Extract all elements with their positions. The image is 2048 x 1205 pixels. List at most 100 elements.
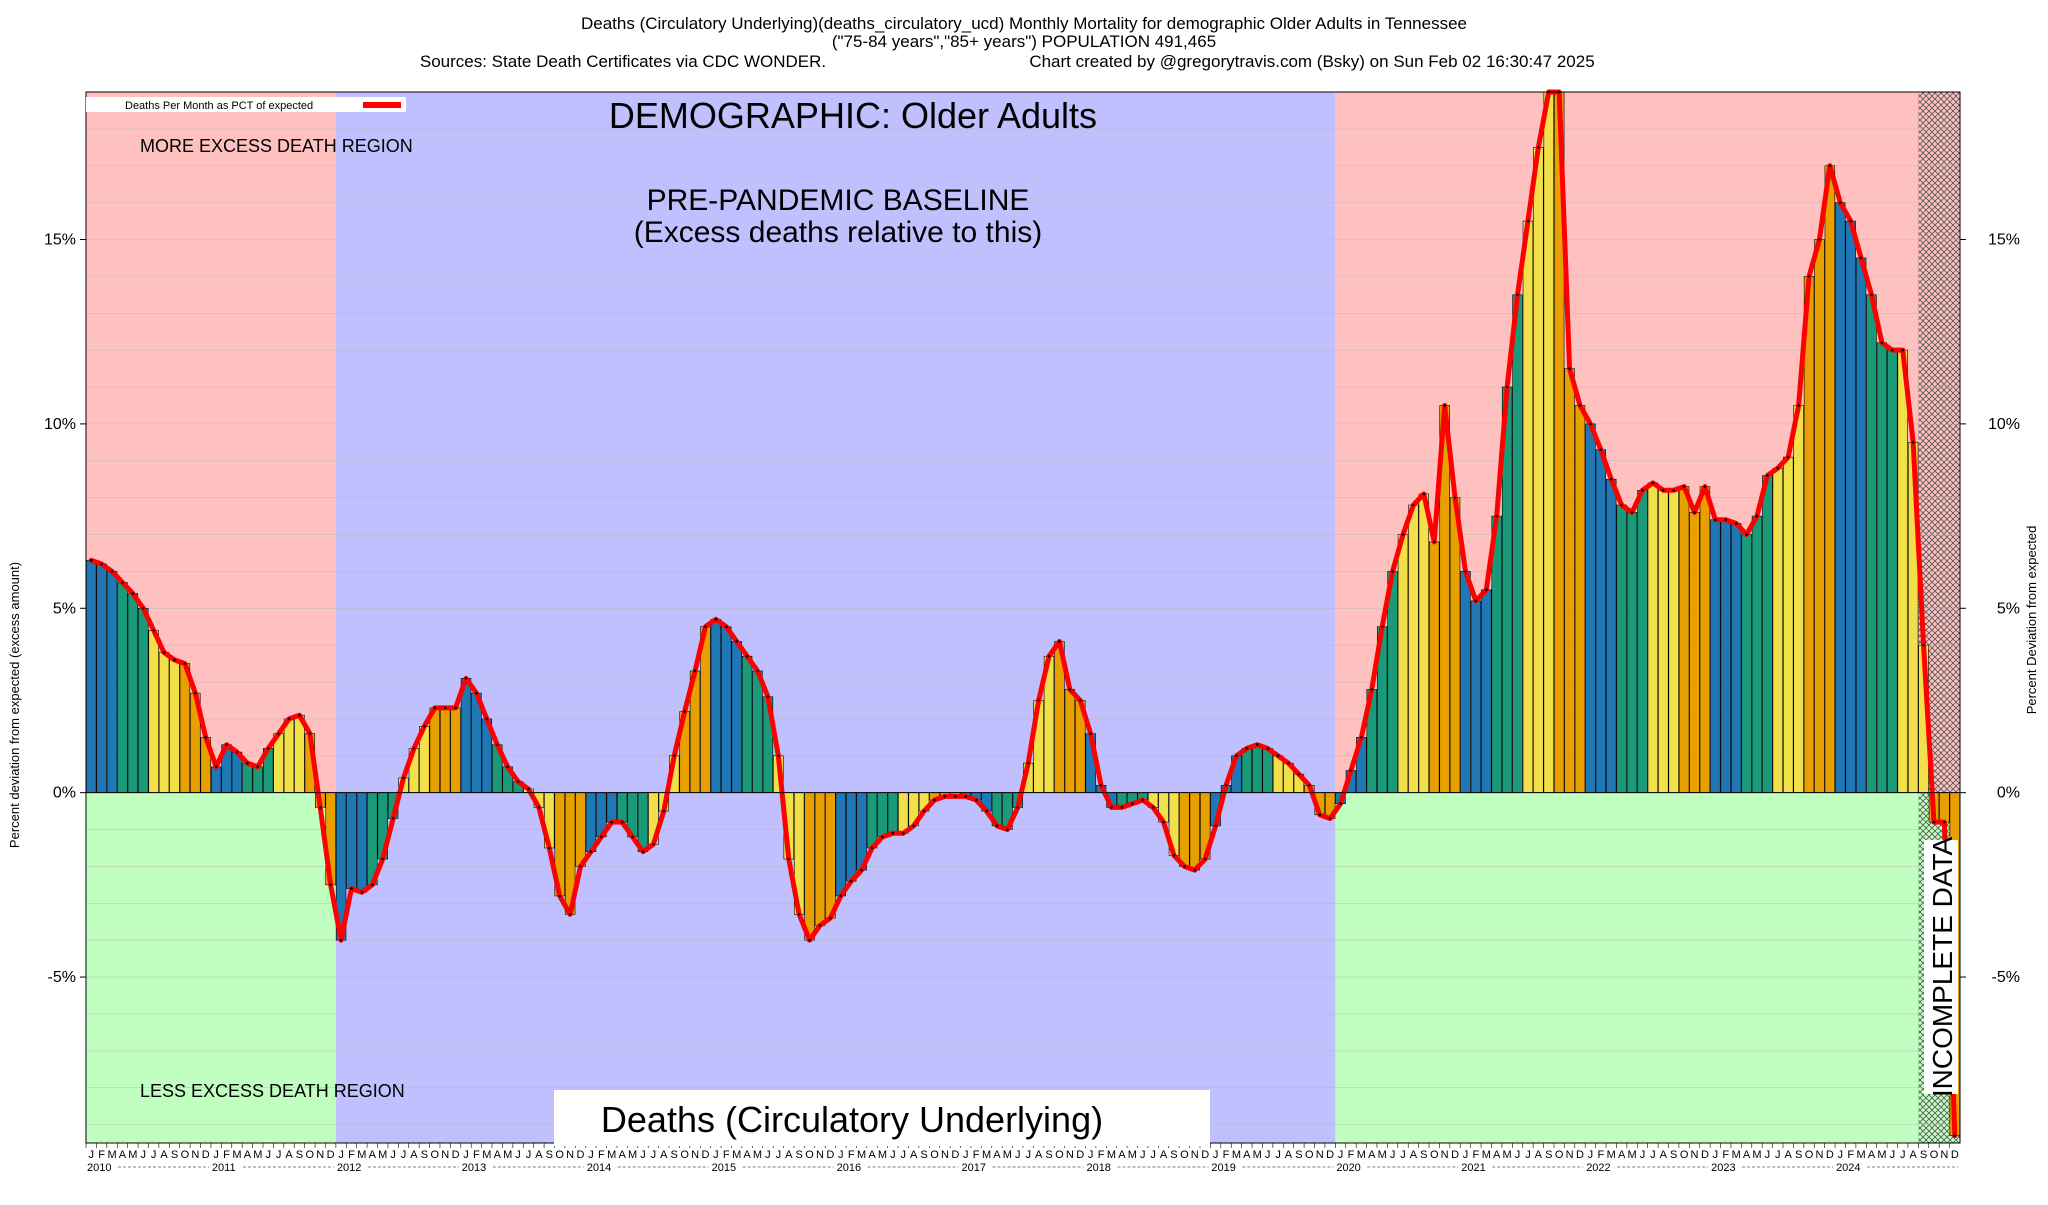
data-bar bbox=[96, 563, 107, 793]
data-point bbox=[173, 658, 176, 662]
data-point bbox=[995, 824, 999, 828]
x-month-label: S bbox=[296, 1149, 303, 1161]
data-point bbox=[495, 743, 499, 747]
x-month-label: J bbox=[1765, 1149, 1771, 1161]
data-point bbox=[943, 795, 947, 798]
more-excess-region-label: MORE EXCESS DEATH REGION bbox=[140, 136, 413, 156]
data-point bbox=[1172, 854, 1176, 857]
x-year-label: 2024 bbox=[1836, 1162, 1860, 1174]
x-month-label: M bbox=[1107, 1149, 1116, 1161]
data-point bbox=[1183, 865, 1186, 868]
data-bar bbox=[1876, 342, 1888, 793]
y-tick-label-right: -5% bbox=[1992, 969, 2020, 986]
data-point bbox=[1589, 422, 1592, 426]
x-month-label: M bbox=[1253, 1149, 1262, 1161]
data-bar bbox=[1783, 456, 1794, 793]
series-line bbox=[88, 89, 1958, 1139]
data-point bbox=[1526, 219, 1530, 223]
x-month-label: M bbox=[232, 1149, 241, 1161]
data-point bbox=[1484, 588, 1488, 592]
data-bar bbox=[721, 626, 732, 793]
data-bar bbox=[1772, 467, 1784, 793]
data-point bbox=[1953, 1134, 1957, 1137]
data-point bbox=[620, 820, 624, 824]
y-axis-label-left: Percent deviation from expected (excess … bbox=[7, 562, 22, 848]
data-point bbox=[1786, 455, 1790, 459]
data-point bbox=[225, 743, 228, 747]
data-point bbox=[1537, 146, 1540, 149]
data-point bbox=[808, 938, 811, 942]
x-month-label: J bbox=[1275, 1149, 1281, 1161]
data-point bbox=[1037, 699, 1040, 702]
x-month-label: A bbox=[160, 1149, 168, 1161]
x-month-label: J bbox=[1088, 1149, 1094, 1161]
less-excess-region-label: LESS EXCESS DEATH REGION bbox=[140, 1081, 405, 1101]
data-point bbox=[277, 732, 280, 735]
x-month-label: F bbox=[1473, 1149, 1480, 1161]
x-month-label: D bbox=[577, 1149, 585, 1161]
data-point bbox=[797, 913, 801, 916]
data-point bbox=[1443, 404, 1446, 407]
data-point bbox=[162, 651, 166, 654]
data-point bbox=[766, 695, 770, 699]
x-year-label: 2022 bbox=[1586, 1162, 1610, 1174]
y-tick-label-right: 5% bbox=[1997, 600, 2020, 617]
data-bar bbox=[606, 792, 617, 823]
data-bar bbox=[242, 762, 253, 793]
data-point bbox=[141, 606, 145, 610]
data-point bbox=[1797, 404, 1800, 407]
x-month-label: M bbox=[357, 1149, 366, 1161]
x-month-label: M bbox=[1752, 1149, 1761, 1161]
x-month-label: O bbox=[1555, 1149, 1564, 1161]
data-bar bbox=[1699, 486, 1711, 793]
data-point bbox=[1849, 219, 1852, 223]
x-month-label: D bbox=[452, 1149, 460, 1161]
data-point bbox=[1078, 699, 1082, 702]
y-tick-label-right: 10% bbox=[1988, 416, 2020, 433]
data-point bbox=[860, 868, 863, 872]
x-month-label: A bbox=[1285, 1149, 1293, 1161]
x-month-label: O bbox=[1055, 1149, 1064, 1161]
data-bar bbox=[1418, 493, 1430, 793]
data-bar bbox=[1835, 202, 1846, 793]
data-point bbox=[693, 669, 697, 673]
data-point bbox=[1412, 503, 1415, 507]
x-month-label: N bbox=[566, 1149, 574, 1161]
y-tick-label-right: 0% bbox=[1997, 785, 2020, 802]
data-point bbox=[1266, 747, 1269, 750]
x-month-label: D bbox=[1951, 1149, 1959, 1161]
chart-credit: Chart created by @gregorytravis.com (Bsk… bbox=[1029, 52, 1594, 71]
data-point bbox=[298, 713, 301, 717]
data-point bbox=[558, 894, 562, 898]
x-month-label: M bbox=[628, 1149, 637, 1161]
x-month-label: J bbox=[901, 1149, 907, 1161]
x-month-label: A bbox=[369, 1149, 377, 1161]
data-bar bbox=[804, 792, 815, 941]
x-month-label: M bbox=[1877, 1149, 1886, 1161]
data-point bbox=[423, 724, 426, 728]
data-point bbox=[204, 736, 208, 739]
excess-region-0 bbox=[86, 92, 336, 793]
x-month-label: S bbox=[1545, 1149, 1552, 1161]
data-point bbox=[381, 857, 385, 861]
data-point bbox=[1026, 761, 1030, 765]
data-bar bbox=[1252, 744, 1263, 793]
data-point bbox=[1828, 164, 1832, 168]
data-bar bbox=[1241, 748, 1253, 793]
data-point bbox=[1058, 640, 1061, 643]
x-month-label: D bbox=[1326, 1149, 1334, 1161]
x-month-label: F bbox=[1722, 1149, 1729, 1161]
less-region-0 bbox=[86, 792, 336, 1143]
x-month-label: M bbox=[1128, 1149, 1137, 1161]
footer-title-box bbox=[554, 1090, 1210, 1146]
x-month-label: J bbox=[141, 1149, 147, 1161]
data-bar bbox=[450, 707, 461, 793]
data-point bbox=[1714, 518, 1717, 522]
x-month-label: A bbox=[868, 1149, 876, 1161]
x-month-label: S bbox=[795, 1149, 802, 1161]
x-month-label: D bbox=[1701, 1149, 1709, 1161]
grid-lines bbox=[86, 128, 1960, 1125]
x-month-label: S bbox=[1295, 1149, 1302, 1161]
data-bar bbox=[1574, 405, 1586, 793]
data-bar bbox=[1803, 276, 1815, 793]
